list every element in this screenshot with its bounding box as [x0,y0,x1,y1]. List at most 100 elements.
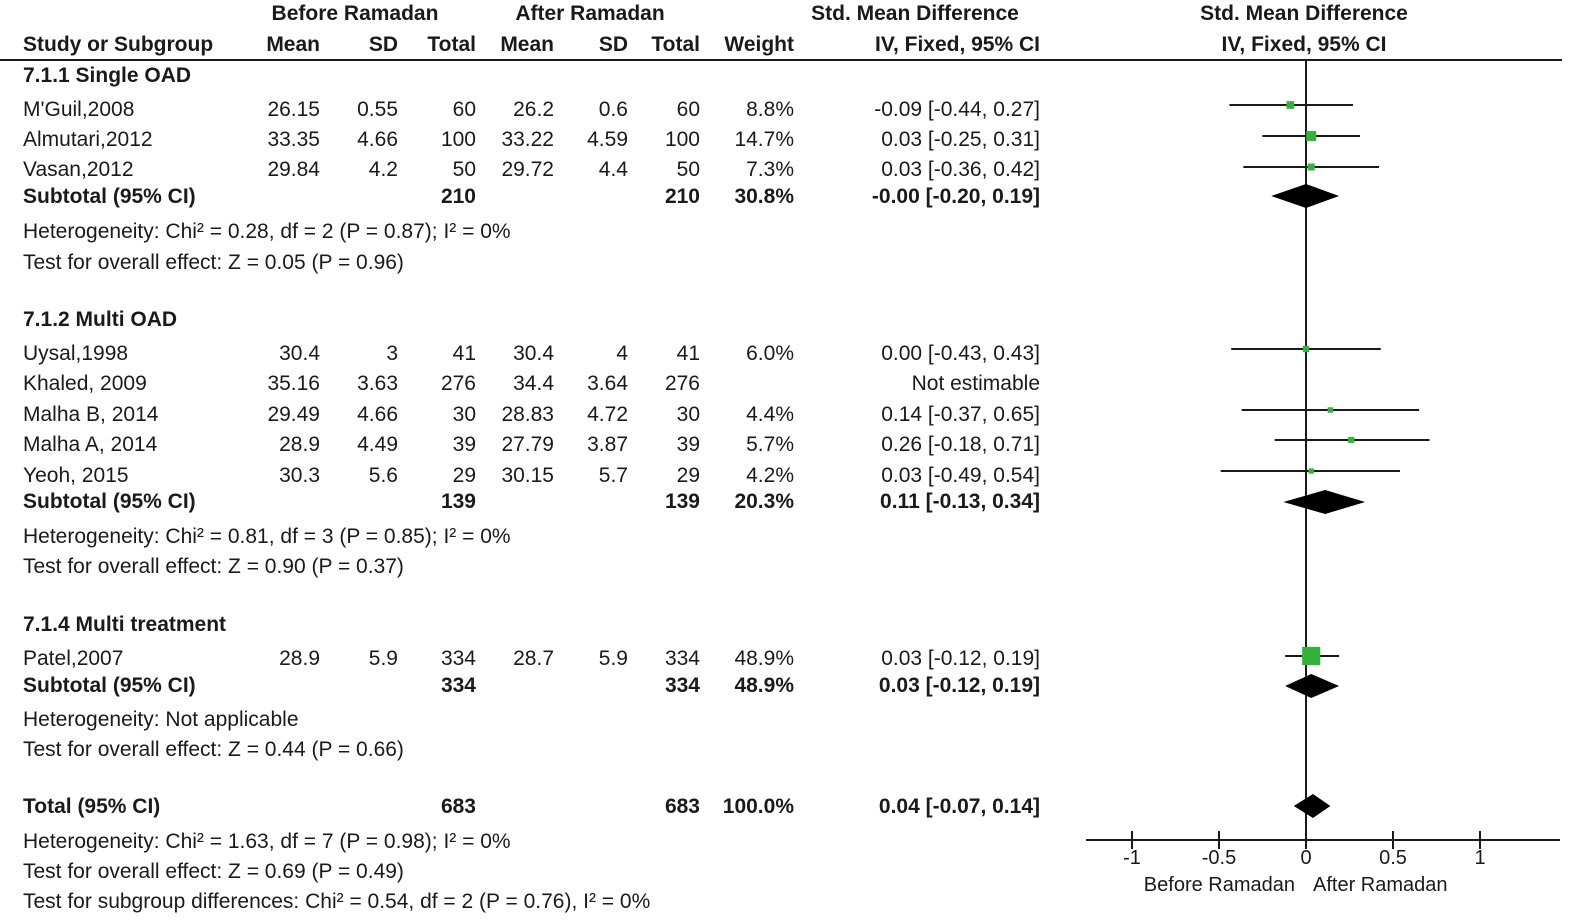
mean-before: 30.4 [279,342,320,365]
sd-after: 5.9 [598,647,628,670]
sd-after: 3.64 [587,372,628,395]
effect-ci: 0.03 [-0.12, 0.19] [881,647,1040,670]
study-marker [1308,468,1314,474]
total-after: 39 [676,433,700,456]
mean-after: 26.2 [513,98,554,121]
study-name: Uysal,1998 [23,342,129,365]
overall-effect-text: Test for overall effect: Z = 0.05 (P = 0… [23,251,404,274]
mean-after: 28.7 [513,647,554,670]
subtotal-weight: 48.9% [734,674,794,697]
effect-ci: 0.03 [-0.36, 0.42] [881,158,1040,181]
heterogeneity-text: Heterogeneity: Chi² = 0.81, df = 3 (P = … [23,525,511,548]
heterogeneity-text: Heterogeneity: Not applicable [23,708,299,731]
group2-header: After Ramadan [515,2,665,25]
total-overall-effect-text: Test for overall effect: Z = 0.69 (P = 0… [23,860,404,883]
study-marker [1348,436,1355,444]
group-title: 7.1.2 Multi OAD [23,308,178,331]
mean-after: 33.22 [501,128,554,151]
sd-after: 4.4 [598,158,628,181]
subtotal-n-after: 139 [664,490,700,513]
sd-before: 3 [386,342,398,365]
subtotal-n-before: 139 [440,490,476,513]
total-before: 39 [452,433,476,456]
mean-before: 28.9 [279,647,320,670]
total-after: 30 [676,403,700,426]
mean-before: 35.16 [267,372,320,395]
sd-before: 5.6 [368,464,398,487]
group-title: 7.1.1 Single OAD [23,64,192,87]
col-total1: Total [427,33,476,56]
group-title: 7.1.4 Multi treatment [23,613,227,636]
study-name: Vasan,2012 [23,158,134,181]
effect-ci: 0.26 [-0.18, 0.71] [881,433,1040,456]
total-before: 334 [440,647,476,670]
total-before: 100 [440,128,476,151]
study-marker [1306,131,1317,141]
subtotal-ci: 0.11 [-0.13, 0.34] [880,490,1040,513]
total-after: 276 [664,372,700,395]
study-marker [1327,407,1334,413]
effect-ci: 0.00 [-0.43, 0.43] [881,342,1040,365]
subtotal-ci: -0.00 [-0.20, 0.19] [871,185,1040,208]
total-before: 29 [452,464,476,487]
subtotal-n-after: 334 [664,674,700,697]
total-label: Total (95% CI) [23,795,161,818]
mean-before: 29.84 [267,158,320,181]
overall-effect-text: Test for overall effect: Z = 0.90 (P = 0… [23,555,404,578]
tick-label: 1 [1474,847,1485,869]
sd-after: 4.72 [587,403,628,426]
effect-ci: Not estimable [911,372,1040,395]
study-name: M'Guil,2008 [23,98,135,121]
study-name: Khaled, 2009 [23,372,147,395]
sd-after: 4.59 [587,128,628,151]
subtotal-label: Subtotal (95% CI) [23,490,196,513]
tick-label: -0.5 [1202,847,1236,869]
total-after: 29 [676,464,700,487]
total-heterogeneity-text: Heterogeneity: Chi² = 1.63, df = 7 (P = … [23,830,511,853]
col-mean2: Mean [500,33,554,56]
total-after: 50 [676,158,700,181]
plot-title: Std. Mean Difference [1200,2,1408,25]
summary-diamond [1293,794,1331,818]
summary-diamond [1283,490,1366,514]
subtotal-weight: 30.8% [734,185,794,208]
heterogeneity-text: Heterogeneity: Chi² = 0.28, df = 2 (P = … [23,220,511,243]
sd-before: 3.63 [357,372,398,395]
subtotal-n-before: 210 [440,185,476,208]
summary-diamond [1285,674,1340,698]
weight: 4.2% [746,464,794,487]
weight: 6.0% [746,342,794,365]
total-before: 50 [452,158,476,181]
sd-before: 4.2 [368,158,398,181]
weight: 8.8% [746,98,794,121]
weight: 14.7% [734,128,794,151]
total-ci: 0.04 [-0.07, 0.14] [878,795,1040,818]
study-marker [1286,101,1295,109]
study-marker [1307,163,1315,171]
total-weight: 100.0% [722,795,794,818]
mean-before: 26.15 [267,98,320,121]
effect-ci: 0.03 [-0.25, 0.31] [881,128,1040,151]
sd-before: 0.55 [357,98,398,121]
subtotal-ci: 0.03 [-0.12, 0.19] [878,674,1040,697]
col-study: Study or Subgroup [23,33,214,56]
effect-ci: 0.03 [-0.49, 0.54] [881,464,1040,487]
subgroup-differences-text: Test for subgroup differences: Chi² = 0.… [23,890,651,913]
summary-diamond [1271,184,1340,208]
weight: 4.4% [746,403,794,426]
mean-before: 28.9 [279,433,320,456]
mean-before: 33.35 [267,128,320,151]
study-name: Patel,2007 [23,647,124,670]
total-after: 60 [676,98,700,121]
col-sd2: SD [598,33,628,56]
effect-method: IV, Fixed, 95% CI [875,33,1040,56]
total-before: 41 [452,342,476,365]
subtotal-n-after: 210 [664,185,700,208]
overall-effect-text: Test for overall effect: Z = 0.44 (P = 0… [23,738,404,761]
mean-after: 30.15 [501,464,554,487]
total-after: 100 [664,128,700,151]
mean-before: 30.3 [279,464,320,487]
sd-after: 3.87 [587,433,628,456]
effect-ci: 0.14 [-0.37, 0.65] [881,403,1040,426]
